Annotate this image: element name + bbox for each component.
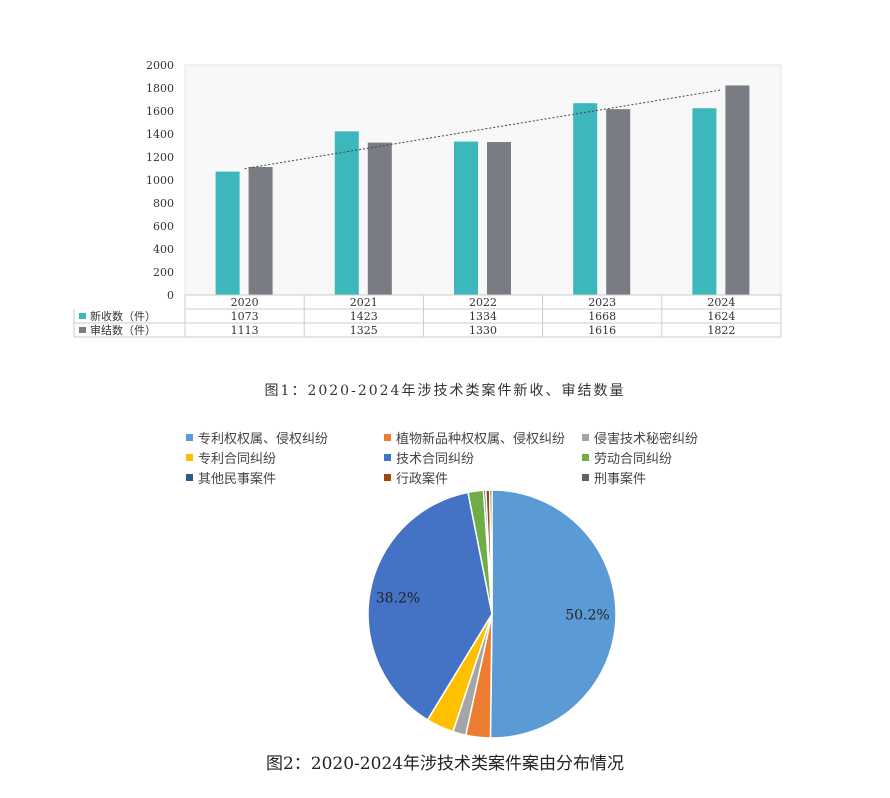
- legend-item: 技术合同纠纷: [384, 448, 582, 467]
- y-tick-label: 800: [153, 197, 174, 210]
- trendline: [244, 89, 722, 170]
- y-tick-label: 1400: [146, 128, 174, 141]
- legend-label: 植物新品种权权属、侵权纠纷: [396, 432, 566, 447]
- pie-chart: 50.2% 38.2%: [367, 489, 617, 739]
- table-cell: 1423: [350, 310, 378, 323]
- table-cell: 1668: [588, 310, 616, 323]
- y-tick-label: 1800: [146, 82, 174, 95]
- y-tick-label: 1000: [146, 174, 174, 187]
- legend-label: 刑事案件: [594, 472, 647, 487]
- bar-审结数（件）-2024: [725, 85, 750, 295]
- legend-swatch: [384, 474, 391, 481]
- pie-data-label: 38.2%: [376, 590, 420, 606]
- legend-swatch: [79, 313, 86, 319]
- pie-data-label: 50.2%: [565, 608, 609, 624]
- table-cell: 1822: [707, 324, 735, 337]
- table-cell: 1616: [588, 324, 616, 337]
- pie-slice-刑事案件: [488, 489, 493, 615]
- legend-item: 植物新品种权权属、侵权纠纷: [384, 428, 582, 447]
- y-tick-label: 1200: [146, 151, 174, 164]
- legend-item: 专利合同纠纷: [186, 448, 384, 467]
- bar-审结数（件）-2022: [487, 142, 511, 295]
- legend-item: 劳动合同纠纷: [582, 448, 722, 467]
- legend-item: 侵害技术秘密纠纷: [582, 428, 722, 447]
- legend-swatch: [384, 454, 391, 461]
- legend-swatch: [186, 454, 193, 461]
- table-header-2024: 2024: [707, 296, 735, 309]
- y-tick-label: 0: [167, 289, 174, 302]
- bar-chart: 0 200 400 600 800 1000 1200 1400 1600 1800 2000 202…: [73, 59, 782, 338]
- table-cell: 1073: [231, 310, 259, 323]
- legend-label: 专利权权属、侵权纠纷: [198, 432, 329, 447]
- table-header-2020: 2020: [231, 296, 259, 309]
- legend-label: 侵害技术秘密纠纷: [594, 432, 699, 447]
- table-header-2023: 2023: [588, 296, 616, 309]
- y-tick-label: 2000: [146, 59, 174, 72]
- legend-label: 行政案件: [396, 472, 449, 487]
- y-tick-label: 1600: [146, 105, 174, 118]
- legend-label: 其他民事案件: [198, 472, 277, 487]
- figure2-caption: 图2：2020-2024年涉技术类案件案由分布情况: [265, 754, 625, 774]
- legend-swatch: [79, 327, 86, 333]
- bar-审结数（件）-2023: [606, 109, 631, 295]
- table-cell: 1325: [350, 324, 378, 337]
- legend-label: 劳动合同纠纷: [594, 452, 673, 467]
- bar-审结数（件）-2020: [248, 167, 273, 295]
- table-cell: 1624: [707, 310, 735, 323]
- figure1-caption: 图1：2020-2024年涉技术类案件新收、审结数量: [264, 383, 626, 399]
- bar-新收数（件）-2022: [454, 141, 478, 295]
- table-cell: 1113: [231, 324, 259, 337]
- legend-swatch: [186, 434, 193, 441]
- table-row-label: 审结数（件）: [90, 323, 156, 337]
- bar-新收数（件）-2024: [692, 108, 717, 296]
- bar-新收数（件）-2020: [215, 171, 240, 295]
- legend-label: 专利合同纠纷: [198, 452, 277, 467]
- pie-slice-专利权权属、侵权纠纷: [489, 489, 617, 739]
- bar-新收数（件）-2023: [573, 103, 598, 296]
- legend-swatch: [582, 434, 589, 441]
- pie-legend: 专利权权属、侵权纠纷 植物新品种权权属、侵权纠纷 侵害技术秘密纠纷专利合同纠纷 技术合…: [186, 428, 726, 487]
- plot-area: [184, 64, 782, 296]
- legend-item: 专利权权属、侵权纠纷: [186, 428, 384, 447]
- bar-新收数（件）-2021: [334, 131, 359, 295]
- legend-swatch: [582, 454, 589, 461]
- table-cell: 1334: [469, 310, 497, 323]
- legend-label: 技术合同纠纷: [396, 452, 475, 467]
- table-header-2022: 2022: [469, 296, 497, 309]
- y-tick-label: 400: [153, 243, 174, 256]
- table-header-2021: 2021: [350, 296, 378, 309]
- legend-swatch: [186, 474, 193, 481]
- legend-item: 行政案件: [384, 468, 582, 487]
- table-cell: 1330: [469, 324, 497, 337]
- legend-swatch: [384, 434, 391, 441]
- table-row-label: 新收数（件）: [90, 309, 156, 323]
- y-tick-label: 200: [153, 266, 174, 279]
- pie-slice-技术合同纠纷: [367, 491, 493, 721]
- legend-swatch: [582, 474, 589, 481]
- bar-审结数（件）-2021: [367, 142, 392, 295]
- y-tick-label: 600: [153, 220, 174, 233]
- legend-item: 刑事案件: [582, 468, 722, 487]
- legend-item: 其他民事案件: [186, 468, 384, 487]
